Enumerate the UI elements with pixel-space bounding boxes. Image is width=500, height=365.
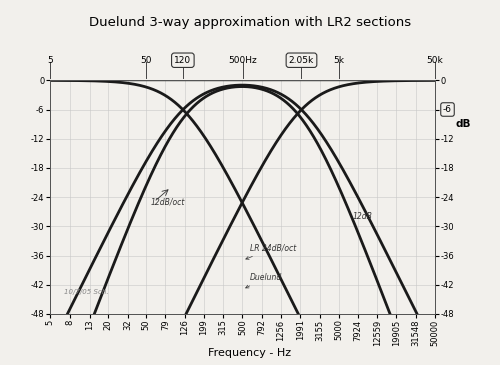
Text: dB: dB xyxy=(455,119,470,129)
Text: 12dB/oct: 12dB/oct xyxy=(150,197,184,207)
Text: 2.05k: 2.05k xyxy=(289,56,314,65)
Text: 5: 5 xyxy=(47,56,53,65)
Text: Duelund 3-way approximation with LR2 sections: Duelund 3-way approximation with LR2 sec… xyxy=(89,16,411,30)
Text: 12dB: 12dB xyxy=(353,212,372,221)
Text: Frequency - Hz: Frequency - Hz xyxy=(208,348,292,358)
Text: 120: 120 xyxy=(174,56,192,65)
Text: 500Hz: 500Hz xyxy=(228,56,257,65)
Text: 10/7/05 Sch.: 10/7/05 Sch. xyxy=(64,289,108,295)
Text: 5k: 5k xyxy=(333,56,344,65)
Text: Duelund: Duelund xyxy=(246,273,282,288)
Text: -6: -6 xyxy=(443,105,452,114)
Text: LR 24dB/oct: LR 24dB/oct xyxy=(246,243,296,260)
Text: 50: 50 xyxy=(140,56,152,65)
Text: 50k: 50k xyxy=(426,56,444,65)
